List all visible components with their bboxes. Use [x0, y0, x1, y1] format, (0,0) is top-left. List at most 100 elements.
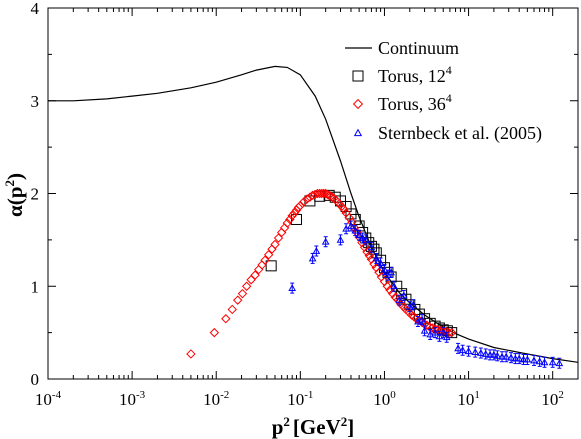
data-point — [502, 352, 511, 360]
data-point — [361, 235, 370, 243]
legend-label: Torus, 124 — [378, 63, 452, 86]
data-point — [221, 314, 231, 324]
data-point — [299, 197, 309, 207]
data-point — [347, 221, 355, 229]
data-point — [498, 352, 506, 360]
data-point — [395, 296, 404, 304]
data-point — [507, 353, 515, 361]
data-point — [424, 322, 435, 332]
data-point — [540, 358, 549, 366]
data-point — [409, 300, 418, 308]
data-point — [308, 254, 317, 262]
data-point — [359, 242, 370, 253]
series-0 — [48, 65, 578, 363]
series-3 — [288, 220, 564, 369]
data-point — [477, 349, 485, 356]
data-point — [273, 233, 284, 243]
legend-label: Sternbeck et al. (2005) — [378, 123, 542, 144]
data-point — [321, 237, 330, 245]
data-point — [317, 188, 327, 199]
data-point — [443, 327, 454, 338]
legend: Continuum Torus, 124 Torus, 364 Sternbeck e… — [345, 38, 542, 144]
data-point — [307, 190, 318, 201]
data-point — [352, 70, 364, 82]
series-2 — [186, 188, 457, 359]
data-point — [352, 98, 364, 110]
data-point — [548, 358, 557, 366]
x-axis-title: p2 [GeV2] — [272, 414, 355, 439]
data-point — [422, 320, 432, 330]
x-tick-label: 101 — [457, 389, 480, 409]
data-point — [353, 128, 363, 137]
data-point — [312, 246, 321, 254]
x-tick-label: 10-1 — [287, 389, 313, 409]
data-point — [349, 223, 360, 233]
legend-label: Continuum — [378, 38, 459, 58]
data-point — [464, 347, 473, 355]
data-point — [357, 237, 367, 248]
data-point — [530, 356, 538, 364]
data-point — [285, 214, 295, 225]
data-point — [265, 260, 277, 272]
data-point — [263, 250, 274, 260]
data-point — [362, 247, 372, 257]
ticks-layer — [47, 7, 578, 380]
data-point — [319, 188, 329, 199]
data-point — [387, 288, 398, 299]
x-tick-label: 102 — [541, 389, 564, 409]
data-point — [358, 233, 367, 241]
data-point — [293, 202, 304, 213]
data-point — [367, 243, 376, 251]
y-tick-label: 2 — [31, 185, 40, 204]
data-point — [435, 332, 444, 340]
y-axis-title: α(p2) — [2, 173, 27, 217]
data-point — [511, 354, 520, 362]
data-point — [490, 350, 498, 358]
data-point — [427, 323, 437, 333]
data-point — [454, 344, 462, 352]
legend-label: Torus, 364 — [378, 91, 452, 114]
data-point — [295, 200, 306, 211]
data-point — [493, 351, 502, 359]
x-tick-label: 10-2 — [203, 389, 229, 409]
data-point — [227, 304, 237, 315]
data-point — [535, 357, 544, 365]
data-point — [387, 268, 395, 276]
x-tick-label: 10-3 — [119, 389, 146, 409]
data-point — [481, 349, 490, 357]
data-point — [380, 265, 389, 273]
data-point — [289, 208, 300, 218]
data-point — [282, 218, 293, 228]
data-point — [399, 291, 408, 299]
data-point — [257, 260, 267, 270]
data-point — [336, 235, 345, 243]
data-point — [302, 194, 312, 204]
legend-item: Continuum — [345, 38, 459, 58]
data-point — [471, 348, 480, 356]
data-point — [519, 355, 528, 363]
y-tick-label: 1 — [31, 277, 40, 296]
data-point — [232, 295, 243, 305]
data-point — [372, 254, 381, 262]
data-point — [288, 284, 297, 292]
data-point — [209, 327, 220, 338]
data-point — [355, 231, 363, 239]
data-point — [458, 346, 467, 354]
y-tick-label: 3 — [31, 92, 40, 111]
x-tick-label: 100 — [373, 389, 396, 409]
data-point — [420, 326, 429, 334]
data-point — [250, 270, 260, 280]
data-point — [366, 254, 377, 265]
data-point — [312, 188, 323, 199]
data-layer — [48, 65, 578, 369]
x-tick-label: 10-4 — [35, 389, 62, 409]
data-point — [287, 211, 297, 221]
data-point — [260, 255, 270, 265]
data-point — [371, 262, 382, 273]
y-tick-label: 4 — [31, 0, 40, 18]
y-tick-label: 0 — [31, 370, 40, 389]
legend-item: Sternbeck et al. (2005) — [353, 123, 542, 144]
data-point — [486, 350, 494, 358]
series-line — [48, 65, 578, 363]
